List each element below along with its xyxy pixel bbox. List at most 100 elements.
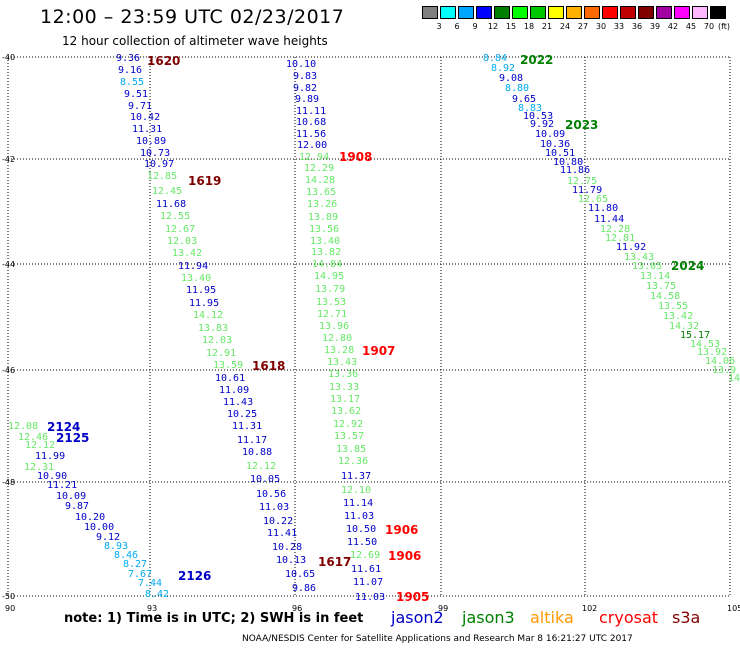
swh-observation: 12.55 [160, 211, 190, 222]
colorbar-label: 45 [685, 22, 697, 31]
swh-observation: 10.97 [144, 159, 174, 170]
swh-observation: 14.95 [314, 271, 344, 282]
colorbar-label: 70 [703, 22, 715, 31]
swh-observation: 12.94 [299, 152, 329, 163]
lat-label: -42 [2, 155, 15, 164]
swh-observation: 8.42 [145, 589, 169, 600]
colorbar-swatch [512, 6, 528, 19]
swh-observation: 8.93 [104, 541, 128, 552]
swh-observation: 7.67 [128, 569, 152, 580]
swh-observation: 12.81 [605, 233, 635, 244]
swh-observation: 9.65 [512, 94, 536, 105]
swh-observation: 10.68 [296, 117, 326, 128]
swh-observation: 13.9 [712, 365, 736, 376]
swh-observation: 13.96 [319, 321, 349, 332]
swh-observation: 11.86 [560, 165, 590, 176]
legend-s3a: s3a [672, 608, 701, 627]
swh-observation: 12.28 [600, 224, 630, 235]
lat-label: -48 [2, 478, 15, 487]
pass-label: 1619 [188, 174, 221, 188]
swh-observation: 9.82 [293, 83, 317, 94]
swh-observation: 10.00 [84, 522, 114, 533]
lon-label: 99 [438, 604, 448, 613]
swh-observation: 10.25 [227, 409, 257, 420]
swh-observation: 9.08 [499, 73, 523, 84]
swh-observation: 13.05 [632, 261, 662, 272]
observations-layer: 9.369.168.559.519.7110.4211.3110.8910.73… [8, 53, 740, 603]
swh-observation: 13.42 [663, 311, 693, 322]
swh-observation: 13.83 [198, 323, 228, 334]
legend-jason3: jason3 [462, 608, 515, 627]
pass-label: 1618 [252, 359, 285, 373]
swh-observation: 14. [728, 373, 740, 384]
swh-observation: 12.12 [25, 440, 55, 451]
swh-observation: 10.09 [535, 129, 565, 140]
pass-label: 2126 [178, 569, 211, 583]
swh-observation: 10.73 [140, 148, 170, 159]
colorbar-swatch [584, 6, 600, 19]
swh-observation: 13.14 [640, 271, 670, 282]
swh-observation: 10.42 [130, 112, 160, 123]
colorbar-swatch [566, 6, 582, 19]
swh-observation: 12.67 [165, 224, 195, 235]
swh-observation: 11.03 [344, 511, 374, 522]
swh-observation: 9.83 [293, 71, 317, 82]
swh-observation: 13.40 [310, 236, 340, 247]
swh-observation: 10.36 [540, 139, 570, 150]
swh-observation: 11.61 [351, 564, 381, 575]
colorbar-swatch [422, 6, 438, 19]
swh-observation: 14.28 [305, 175, 335, 186]
swh-observation: 13.62 [331, 406, 361, 417]
colorbar-label: 18 [523, 22, 535, 31]
page-subtitle: 12 hour collection of altimeter wave hei… [62, 34, 328, 48]
colorbar-label: 15 [505, 22, 517, 31]
swh-observation: 10.09 [56, 491, 86, 502]
colorbar-swatch [710, 6, 726, 19]
swh-observation: 13.40 [181, 273, 211, 284]
swh-observation: 12.03 [202, 335, 232, 346]
pass-label: 2023 [565, 118, 598, 132]
colorbar-swatch [548, 6, 564, 19]
swh-observation: 12.65 [578, 194, 608, 205]
swh-observation: 10.88 [242, 447, 272, 458]
swh-observation: 10.10 [286, 59, 316, 70]
swh-observation: 9.71 [128, 101, 152, 112]
swh-observation: 10.89 [136, 136, 166, 147]
swh-observation: 12.36 [338, 456, 368, 467]
swh-observation: 12.46 [18, 432, 48, 443]
swh-observation: 9.36 [116, 53, 140, 64]
swh-observation: 13.53 [316, 297, 346, 308]
pass-label: 2125 [56, 431, 89, 445]
lon-label: 90 [5, 604, 15, 613]
swh-observation: 14.06 [705, 356, 735, 367]
swh-observation: 10.53 [523, 111, 553, 122]
swh-observation: 11.43 [223, 397, 253, 408]
swh-observation: 10.05 [250, 474, 280, 485]
swh-observation: 11.21 [47, 480, 77, 491]
page-title: 12:00 – 23:59 UTC 02/23/2017 [40, 6, 345, 28]
lon-label: 93 [147, 604, 157, 613]
colorbar-swatch [476, 6, 492, 19]
swh-observation: 10.65 [285, 569, 315, 580]
swh-observation: 11.79 [572, 185, 602, 196]
colorbar-swatch [494, 6, 510, 19]
swh-observation: 7.44 [138, 578, 162, 589]
swh-observation: 12.75 [567, 176, 597, 187]
swh-observation: 12.45 [152, 186, 182, 197]
legend-jason2: jason2 [391, 608, 444, 627]
swh-observation: 8.46 [114, 550, 138, 561]
pass-label: 2024 [671, 259, 704, 273]
swh-observation: 15.17 [680, 330, 710, 341]
swh-observation: 10.13 [276, 555, 306, 566]
lat-label: -40 [2, 53, 15, 62]
footer-credit: NOAA/NESDIS Center for Satellite Applica… [242, 634, 633, 644]
swh-observation: 13.89 [308, 212, 338, 223]
swh-observation: 11.94 [178, 261, 208, 272]
colorbar-label: 21 [541, 22, 553, 31]
pass-label: 2022 [520, 53, 553, 67]
colorbar-label: 3 [436, 22, 442, 31]
swh-observation: 13.33 [329, 382, 359, 393]
swh-observation: 13.85 [336, 444, 366, 455]
